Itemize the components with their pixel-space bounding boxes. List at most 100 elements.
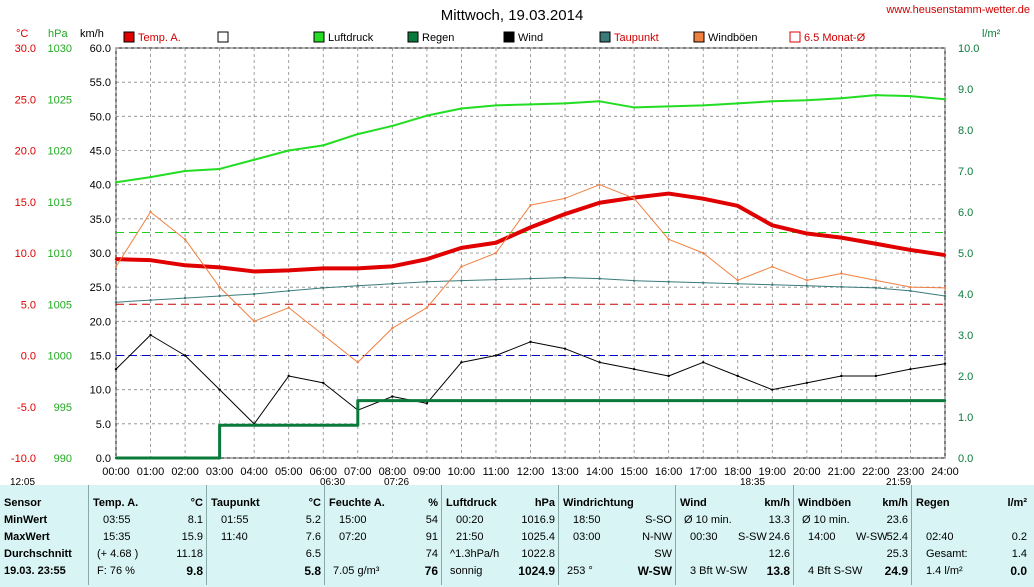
data-point	[632, 197, 636, 200]
legend-swatch	[503, 31, 515, 43]
row-min-label: MinWert	[4, 514, 48, 526]
data-point	[183, 456, 187, 460]
time-tick-label: 12:00	[517, 466, 545, 478]
wind-tick-label: 35.0	[90, 214, 111, 226]
value: 12.6	[768, 548, 790, 560]
data-point	[114, 265, 118, 268]
value: SW	[654, 548, 672, 560]
time-tick-label: 01:00	[137, 466, 165, 478]
data-point	[702, 104, 705, 107]
wind-tick-label: 45.0	[90, 146, 111, 158]
data-point	[805, 381, 809, 385]
data-point	[287, 306, 290, 309]
time-tick-label: 21:00	[828, 466, 856, 478]
data-point	[183, 169, 187, 173]
data-point	[736, 279, 739, 282]
rain-tick-label: 9.0	[958, 84, 973, 96]
temp-tick-label: -5.0	[17, 402, 36, 414]
data-point	[805, 399, 809, 402]
col-rain: Regen l/m² 02:40 0.2 Gesamt: 1.4 1.4 l/m² 0.…	[911, 485, 1031, 585]
value: 25.3	[886, 548, 908, 560]
time: 21:50	[456, 531, 484, 543]
data-point	[425, 306, 429, 309]
col-pressure: Luftdruck hPa 00:20 1016.9 21:50 1025.4 ^1.…	[441, 485, 559, 585]
rain-tick-label: 5.0	[958, 248, 973, 260]
data-point	[909, 367, 912, 371]
data-point	[736, 102, 739, 105]
data-point	[391, 124, 394, 128]
data-point	[460, 361, 463, 364]
data-point	[598, 277, 601, 280]
data-point	[771, 388, 774, 391]
value: 23.6	[886, 514, 908, 526]
data-point	[218, 388, 221, 391]
time-tick-label: 22:00	[862, 466, 890, 478]
value: 0.2	[1011, 531, 1027, 543]
data-point	[494, 278, 498, 281]
current-value: 0.0	[1010, 564, 1027, 578]
data-point	[460, 246, 463, 250]
chart-title: Mittwoch, 19.03.2014	[441, 7, 584, 24]
data-point	[563, 276, 567, 279]
data-point	[494, 354, 498, 357]
col-header: Wind	[680, 497, 707, 509]
temp-tick-label: 30.0	[15, 43, 36, 55]
data-point	[114, 301, 118, 304]
data-point	[252, 292, 256, 296]
value: 91	[425, 531, 438, 543]
data-point	[149, 456, 152, 460]
data-point	[529, 277, 532, 280]
col-gusts: Windböen km/h Ø 10 min. 23.6 14:00 W-SW 52.4…	[793, 485, 912, 585]
data-point	[356, 399, 359, 402]
data-point	[322, 424, 325, 427]
data-point	[494, 399, 498, 402]
beaufort: 3 Bft W-SW	[690, 565, 748, 577]
legend-label: Wind	[518, 32, 543, 44]
data-point	[598, 201, 601, 204]
data-point	[563, 212, 567, 216]
col-humidity: Feuchte A.% 15:00 54 07:20 91 74 7.05 g/m³…	[324, 485, 442, 585]
time: 01:55	[221, 514, 249, 526]
unit: l/m²	[1007, 497, 1027, 509]
data-point	[736, 204, 739, 208]
value: 11.18	[176, 548, 203, 560]
value: 1025.4	[521, 531, 555, 543]
wind-tick-label: 50.0	[90, 111, 111, 123]
data-point	[114, 181, 118, 184]
time-tick-label: 10:00	[448, 466, 476, 478]
feels: F: 76 %	[97, 565, 135, 577]
data-point	[183, 354, 187, 357]
wind-tick-label: 30.0	[90, 248, 111, 260]
trend: ^1.3hPa/h	[450, 548, 500, 560]
wind-tick-label: 10.0	[90, 385, 111, 397]
legend-swatch	[217, 31, 229, 43]
data-point	[183, 296, 187, 300]
wind-tick-label: 15.0	[90, 351, 111, 363]
legend-label: Taupunkt	[614, 32, 659, 44]
data-point	[218, 167, 221, 171]
data-point	[218, 294, 221, 298]
data-point	[529, 399, 532, 402]
data-point	[460, 107, 463, 110]
data-point	[702, 399, 705, 402]
sun-time-label: 18:35	[740, 477, 765, 485]
legend-swatch	[407, 31, 419, 43]
time-tick-label: 23:00	[897, 466, 925, 478]
time-tick-label: 05:00	[275, 466, 303, 478]
time: 00:30	[690, 531, 718, 543]
data-point	[771, 283, 774, 286]
wind-tick-label: 5.0	[96, 419, 111, 431]
data-point	[183, 264, 187, 267]
data-point	[391, 282, 394, 285]
time-tick-label: 08:00	[379, 466, 407, 478]
data-point	[840, 399, 843, 402]
press-axis-unit: hPa	[48, 28, 68, 40]
time: 11:40	[221, 531, 248, 543]
rain-tick-label: 0.0	[958, 453, 973, 465]
data-point	[598, 399, 601, 402]
data-point	[252, 424, 256, 427]
data-point	[356, 361, 359, 364]
data-point	[805, 99, 809, 102]
legend-label: Temp. A.	[138, 32, 181, 44]
data-point	[149, 298, 152, 302]
